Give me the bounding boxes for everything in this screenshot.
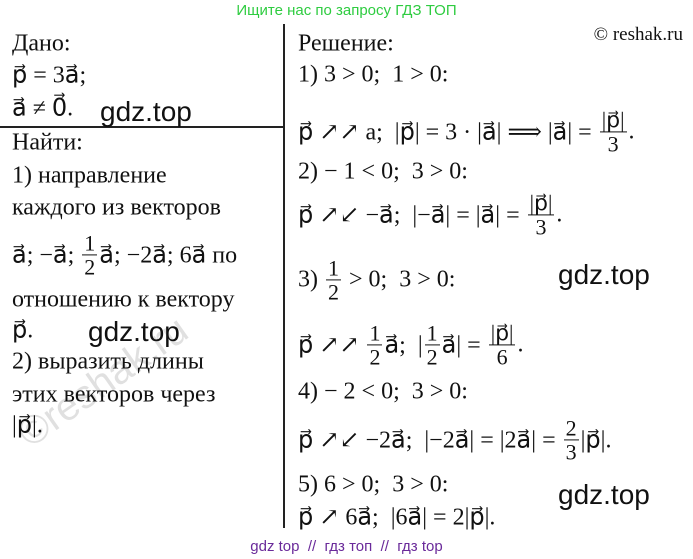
solution-title: Решение: xyxy=(298,30,394,57)
column-divider xyxy=(283,24,285,528)
find-line: 1) направление xyxy=(12,163,167,190)
watermark: gdz.top xyxy=(558,479,650,510)
text: этих векторов через xyxy=(12,381,216,408)
given-line: p⃗ = 3a⃗; xyxy=(12,61,86,90)
text: каждого из векторов xyxy=(12,194,222,221)
find-line: этих векторов через xyxy=(12,382,215,409)
text: p⃗ ↗↙ −2a⃗; |−2a⃗| = |2a⃗| = xyxy=(298,427,562,454)
text: a⃗| = xyxy=(441,332,487,359)
find-title: Найти: xyxy=(12,129,83,156)
text: a⃗; −a⃗; xyxy=(12,242,81,269)
text: > 0; 3 > 0: xyxy=(343,266,456,293)
watermark: gdz.top xyxy=(100,96,192,127)
text: a⃗; | xyxy=(384,332,423,359)
fraction: |p⃗| 3 xyxy=(599,107,627,157)
solution-line: 5) 6 > 0; 3 > 0: xyxy=(298,472,448,499)
denominator: 2 xyxy=(328,279,339,305)
text: 1) направление xyxy=(12,162,167,189)
fraction: |p⃗| 3 xyxy=(527,190,555,240)
text: a⃗ ≠ 0⃗. xyxy=(12,95,74,122)
text: p⃗ ↗ 6a⃗; |6a⃗| = 2|p⃗|. xyxy=(298,504,496,531)
denominator: 3 xyxy=(607,131,619,157)
given-divider xyxy=(0,126,284,128)
numerator: 1 xyxy=(367,320,383,346)
text: 4) − 2 < 0; 3 > 0: xyxy=(298,378,468,405)
text: 3) xyxy=(298,266,324,293)
denominator: 3 xyxy=(565,439,577,465)
text: 2) − 1 < 0; 3 > 0: xyxy=(298,158,468,185)
find-line: p⃗. xyxy=(12,316,33,345)
solution-line: p⃗ ↗ 6a⃗; |6a⃗| = 2|p⃗|. xyxy=(298,503,495,532)
text: p⃗ ↗↗ xyxy=(298,332,366,359)
numerator: |p⃗| xyxy=(488,320,516,346)
text: 5) 6 > 0; 3 > 0: xyxy=(298,471,449,498)
denominator: 2 xyxy=(84,254,96,280)
search-hint: Ищите нас по запросу ГДЗ ТОП xyxy=(236,2,457,19)
text: . xyxy=(628,118,635,145)
text: |p⃗|. xyxy=(12,412,43,439)
find-line: |p⃗|. xyxy=(12,411,43,440)
find-line: отношению к вектору xyxy=(12,287,234,314)
solution-line: p⃗ ↗↗ a; |p⃗| = 3 · |a⃗| ⟹ |a⃗| = |p⃗| 3. xyxy=(298,108,635,155)
numerator: 1 xyxy=(424,320,440,346)
text: . xyxy=(517,331,524,358)
numerator: |p⃗| xyxy=(527,190,555,216)
text: p⃗. xyxy=(12,317,34,344)
denominator: 6 xyxy=(496,344,508,370)
text: 1) 3 > 0; 1 > 0: xyxy=(298,61,449,88)
denominator: 3 xyxy=(535,214,547,240)
solution-line: 2) − 1 < 0; 3 > 0: xyxy=(298,159,468,186)
numerator: |p⃗| xyxy=(599,107,627,133)
text: p⃗ ↗↗ a; |p⃗| = 3 · |a⃗| ⟹ |a⃗| = xyxy=(298,119,598,146)
footer: gdz top // гдз топ // гдз top xyxy=(250,538,443,555)
copyright: © reshak.ru xyxy=(593,24,683,45)
text: 2) выразить длины xyxy=(12,348,204,375)
watermark: gdz.top xyxy=(558,259,650,290)
text: |p⃗|. xyxy=(580,427,612,454)
text: p⃗ = 3a⃗; xyxy=(12,62,87,89)
numerator: 1 xyxy=(326,255,341,281)
find-line: 2) выразить длины xyxy=(12,349,204,376)
fraction: |p⃗| 6 xyxy=(488,320,516,370)
solution-line: p⃗ ↗↙ −a⃗; |−a⃗| = |a⃗| = |p⃗| 3. xyxy=(298,191,562,238)
find-line: каждого из векторов xyxy=(12,195,221,222)
numerator: 2 xyxy=(563,415,579,441)
find-line: a⃗; −a⃗; 1 2 a⃗; −2a⃗; 6a⃗ по xyxy=(12,231,237,278)
solution-line: p⃗ ↗↙ −2a⃗; |−2a⃗| = |2a⃗| = 2 3 |p⃗|. xyxy=(298,416,611,463)
numerator: 1 xyxy=(82,230,98,256)
given-line: a⃗ ≠ 0⃗. xyxy=(12,94,73,123)
text: p⃗ ↗↙ −a⃗; |−a⃗| = |a⃗| = xyxy=(298,202,526,229)
text: . xyxy=(556,201,563,228)
watermark: gdz.top xyxy=(88,316,180,347)
solution-line: 1) 3 > 0; 1 > 0: xyxy=(298,62,448,89)
given-title: Дано: xyxy=(12,30,71,57)
denominator: 2 xyxy=(426,344,438,370)
solution-line: 4) − 2 < 0; 3 > 0: xyxy=(298,379,468,406)
text: отношению к вектору xyxy=(12,286,235,313)
denominator: 2 xyxy=(369,344,381,370)
text: a⃗; −2a⃗; 6a⃗ по xyxy=(99,242,238,269)
solution-line: p⃗ ↗↗ 1 2 a⃗; | 1 2 a⃗| = |p⃗| 6. xyxy=(298,321,523,368)
